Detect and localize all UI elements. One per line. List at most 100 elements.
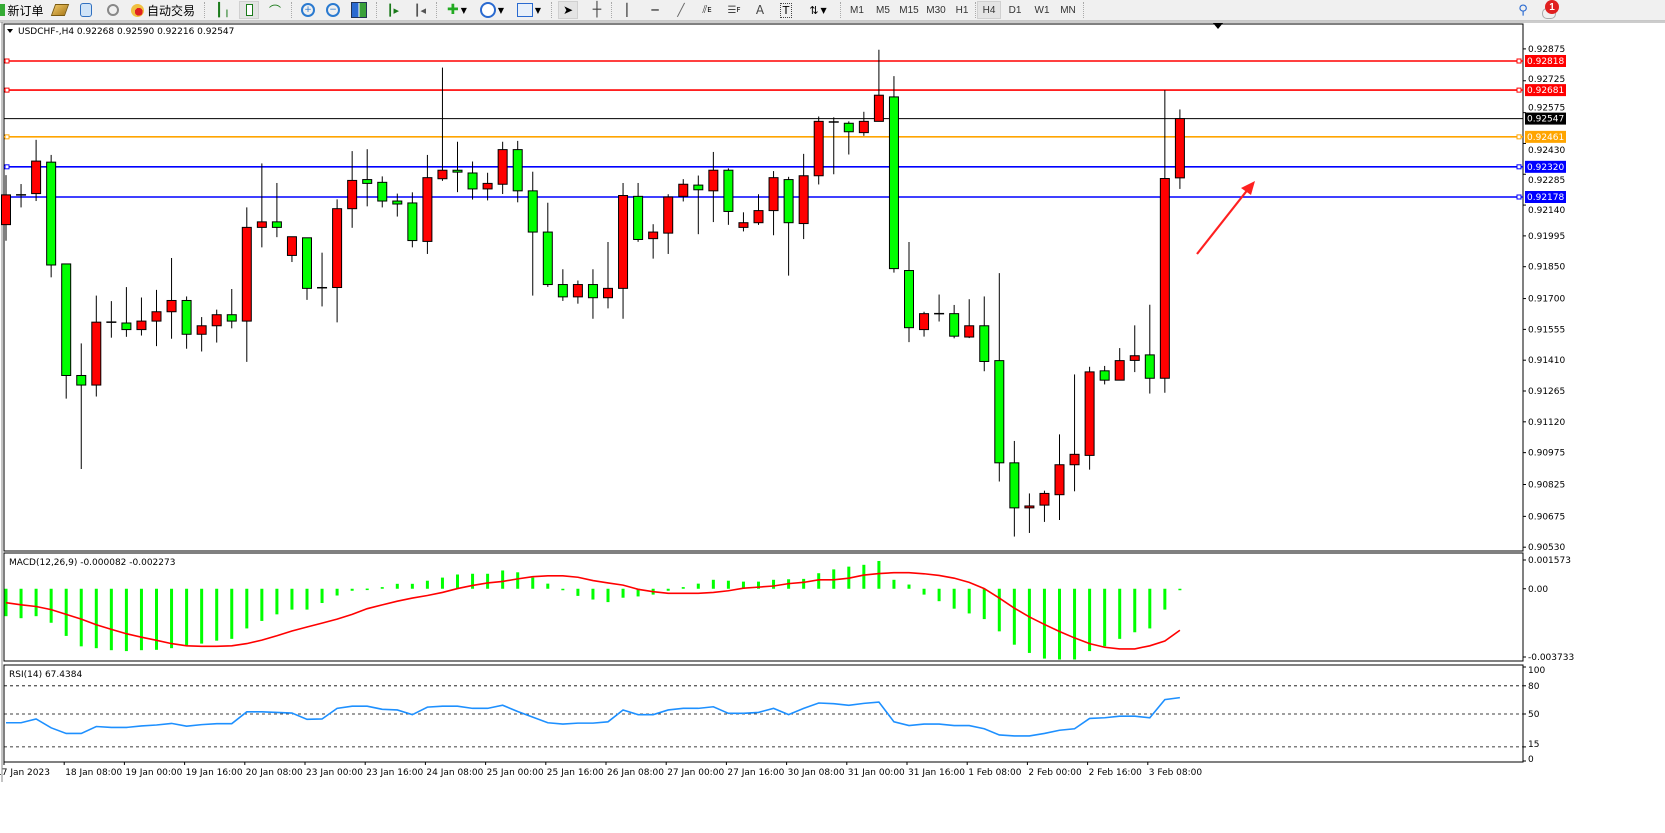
line-handle-right[interactable] xyxy=(1516,134,1522,140)
timeframe-h1[interactable]: H1 xyxy=(955,4,969,16)
line-handle-right[interactable] xyxy=(1516,58,1522,64)
trendline-icon: ╱ xyxy=(677,3,685,17)
price-axis-label: 0.90675 xyxy=(1528,512,1565,522)
candle-body xyxy=(241,226,252,322)
timeframe-d1[interactable]: D1 xyxy=(1008,4,1022,16)
price-axis-label: 0.91555 xyxy=(1528,325,1565,335)
tile-windows-button[interactable] xyxy=(349,1,369,19)
macd-histogram-bar xyxy=(576,588,580,596)
candle-body xyxy=(527,190,538,233)
time-axis-label: 23 Jan 16:00 xyxy=(366,768,423,778)
candle-body xyxy=(768,177,779,212)
timeframe-mn[interactable]: MN xyxy=(1060,4,1076,16)
arrows-tool[interactable]: ⇅ ▼ xyxy=(802,1,834,19)
collapse-triangle-icon[interactable] xyxy=(7,29,13,33)
separator xyxy=(551,2,553,18)
candle-body xyxy=(858,120,869,134)
line-handle-left[interactable] xyxy=(4,58,10,64)
new-order-button[interactable]: 新订单 xyxy=(0,1,44,19)
chart-shift-icon: ┃▸ xyxy=(386,3,400,17)
candle-body xyxy=(46,161,57,266)
price-axis-label: 0.92875 xyxy=(1528,45,1565,55)
macd-histogram-bar xyxy=(952,588,956,609)
rsi-axis-label: 80 xyxy=(1528,682,1540,692)
templates-button[interactable]: ▼ xyxy=(513,1,545,19)
time-axis-label: 24 Jan 08:00 xyxy=(426,768,483,778)
cursor-tool[interactable]: ➤ xyxy=(558,1,578,19)
line-handle-right[interactable] xyxy=(1516,164,1522,170)
chart-shift-marker-icon[interactable] xyxy=(1213,23,1223,29)
line-handle-right[interactable] xyxy=(1516,194,1522,200)
horizontal-line-icon: ─ xyxy=(651,3,659,17)
line-handle-left[interactable] xyxy=(4,87,10,93)
candlestick-chart-button[interactable] xyxy=(239,1,259,19)
price-axis-label: 0.90975 xyxy=(1528,449,1565,459)
candle-body xyxy=(949,313,960,337)
timeframe-w1[interactable]: W1 xyxy=(1034,4,1050,16)
candle-body xyxy=(512,149,523,192)
auto-trading-icon xyxy=(130,3,144,17)
auto-trading-button[interactable]: 自动交易 xyxy=(128,1,198,19)
macd-histogram-bar xyxy=(380,587,384,589)
candle-body xyxy=(813,120,824,177)
text-label-tool[interactable]: T xyxy=(776,1,796,19)
zoom-in-button[interactable]: + xyxy=(298,1,318,19)
indicators-button[interactable]: ✚ ▼ xyxy=(442,1,472,19)
bar-chart-button[interactable]: ┃╷ xyxy=(213,1,233,19)
signals-button[interactable] xyxy=(103,1,123,19)
macd-histogram-bar xyxy=(260,588,264,621)
timeframe-m30[interactable]: M30 xyxy=(926,4,946,16)
price-line-label: 0.92681 xyxy=(1527,86,1564,96)
line-handle-left[interactable] xyxy=(4,164,10,170)
timeframe-h4[interactable]: H4 xyxy=(977,1,1001,19)
candle-body xyxy=(919,313,930,331)
line-handle-left[interactable] xyxy=(4,134,10,140)
macd-histogram-bar xyxy=(109,588,113,651)
auto-scroll-button[interactable]: ┃◂ xyxy=(410,1,430,19)
macd-histogram-bar xyxy=(139,588,143,651)
time-axis-label: 31 Jan 16:00 xyxy=(908,768,965,778)
timeframe-m15[interactable]: M15 xyxy=(899,4,919,16)
timeframe-m1[interactable]: M1 xyxy=(850,4,864,16)
candle-body xyxy=(648,231,659,240)
fibonacci-icon: ☰ xyxy=(727,4,737,16)
macd-histogram-bar xyxy=(79,588,83,647)
candle-body xyxy=(91,321,102,386)
line-chart-button[interactable]: ⌒ xyxy=(265,1,285,19)
rsi-line xyxy=(6,696,1181,737)
timeframe-m5[interactable]: M5 xyxy=(876,4,890,16)
macd-histogram-bar xyxy=(892,579,896,589)
candle-body xyxy=(618,195,629,289)
periodicity-button[interactable]: ▼ xyxy=(477,1,507,19)
text-tool[interactable]: A xyxy=(750,1,770,19)
chart-shift-button[interactable]: ┃▸ xyxy=(383,1,403,19)
fibonacci-tool[interactable]: ☰ F xyxy=(723,1,745,19)
template-icon xyxy=(516,3,533,17)
price-axis-label: 0.91995 xyxy=(1528,232,1565,242)
macd-histogram-bar xyxy=(425,580,429,589)
separator xyxy=(611,2,613,18)
search-button[interactable]: ⚲ xyxy=(1513,1,1533,19)
trendline-tool[interactable]: ╱ xyxy=(671,1,691,19)
line-handle-right[interactable] xyxy=(1516,87,1522,93)
crosshair-tool[interactable]: ┼ xyxy=(587,1,607,19)
vertical-line-tool[interactable]: │ xyxy=(617,1,637,19)
price-axis-label: 0.92725 xyxy=(1528,75,1565,85)
candle-body xyxy=(542,231,553,286)
signal-icon xyxy=(107,4,119,16)
macd-histogram-bar xyxy=(49,588,53,623)
text-label-icon: T xyxy=(779,2,793,18)
equidistant-channel-tool[interactable]: ⫽ E xyxy=(696,1,718,19)
macd-histogram-bar xyxy=(200,588,204,644)
zoom-out-button[interactable]: − xyxy=(323,1,343,19)
new-order-label: 新订单 xyxy=(7,3,44,18)
candle-body xyxy=(377,181,388,202)
crosshair-icon: ┼ xyxy=(592,2,602,18)
candle-body xyxy=(392,200,403,205)
time-axis-label: 30 Jan 08:00 xyxy=(788,768,845,778)
candle-body xyxy=(151,311,162,322)
macd-histogram-bar xyxy=(4,588,8,617)
navigator-button[interactable] xyxy=(76,1,96,19)
horizontal-line-tool[interactable]: ─ xyxy=(645,1,665,19)
